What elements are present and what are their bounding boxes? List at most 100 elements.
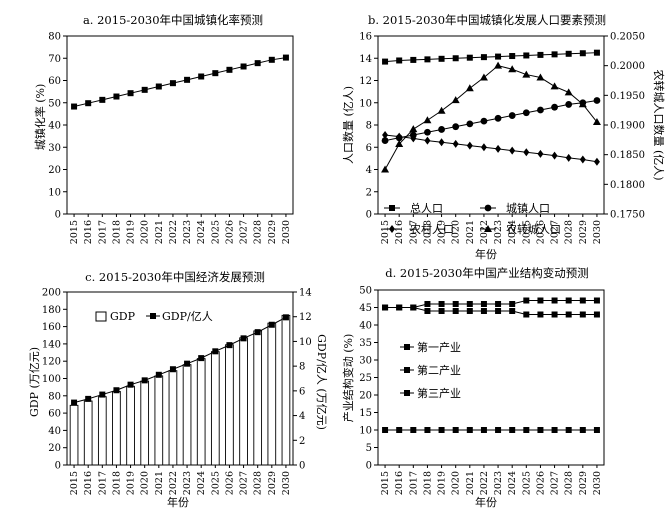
chart-d-x-tick-label: 2029 xyxy=(578,471,589,495)
chart-d-primary-industry-point xyxy=(396,427,403,433)
chart-a-title: a. 2015-2030年中国城镇化率预测 xyxy=(83,13,263,27)
chart-d-primary-industry-point xyxy=(565,427,572,433)
chart-b-x-tick-label: 2024 xyxy=(507,220,518,244)
chart-d-tertiary-industry-point xyxy=(565,297,572,304)
chart-c-gdp-per-capita-point xyxy=(71,399,78,406)
chart-c-gdp-per-capita-point xyxy=(254,329,261,336)
chart-d-tertiary-industry-point xyxy=(396,304,403,311)
chart-b-urban-population-point xyxy=(551,103,558,111)
chart-b-rural-population-point xyxy=(593,157,600,166)
chart-c-y2label: GDP/亿人 (万亿元) xyxy=(315,334,328,430)
chart-b-urban-population-point xyxy=(537,106,544,114)
chart-b-y2label: 农转城人口数量 (亿人) xyxy=(652,69,666,180)
chart-b-x-tick-label: 2029 xyxy=(578,220,589,244)
chart-a-x-tick-label: 2025 xyxy=(210,220,221,244)
chart-b-x-tick-label: 2027 xyxy=(550,220,561,244)
chart-c-y-tick-label: 180 xyxy=(42,305,61,316)
chart-b-urban-population-point xyxy=(424,128,431,136)
chart-c-y2-tick-label: 2 xyxy=(299,436,305,447)
chart-b-y-tick-label: 6 xyxy=(366,143,372,154)
chart-b-title: b. 2015-2030年中国城镇化发展人口要素预测 xyxy=(368,13,606,27)
chart-d-secondary-industry-point xyxy=(480,308,487,314)
chart-c-gdp-bar xyxy=(112,391,121,466)
chart-b-x-tick-label: 2017 xyxy=(408,220,419,244)
chart-a-urbanization-rate-point xyxy=(141,86,148,93)
chart-c-gdp-per-capita-point xyxy=(268,321,275,328)
chart-b-rural-population-point xyxy=(565,153,572,162)
chart-d-y-tick-label: 35 xyxy=(359,338,372,349)
chart-d-primary-industry-point xyxy=(509,427,516,433)
legend-d-primary-industry-marker xyxy=(404,344,410,350)
chart-b-x-tick-label: 2018 xyxy=(422,220,433,244)
chart-b-rural-population-point xyxy=(466,141,473,150)
chart-d-secondary-industry-point xyxy=(466,308,473,314)
chart-d-x-tick-label: 2021 xyxy=(465,471,476,495)
chart-d-primary-industry-point xyxy=(382,427,389,433)
chart-a-x-tick-label: 2019 xyxy=(126,220,137,244)
chart-b-y-tick-label: 0 xyxy=(366,210,372,221)
chart-b-rural-population-point xyxy=(424,136,431,145)
chart-c-x-tick-label: 2019 xyxy=(126,471,137,495)
chart-c-gdp-bar xyxy=(83,400,93,466)
chart-b-migrant-population-point xyxy=(395,139,404,147)
chart-b-y2-tick-label: 0.1850 xyxy=(610,150,645,161)
chart-d-ylabel: 产业结构变动 (%) xyxy=(341,334,355,423)
chart-d-x-tick-label: 2022 xyxy=(479,471,490,495)
chart-b-migrant-population-point xyxy=(522,70,531,78)
chart-d-x-tick-label: 2017 xyxy=(408,471,419,495)
chart-b-migrant-population-point xyxy=(578,100,587,108)
chart-d-primary-industry-point xyxy=(537,427,544,433)
chart-a-x-tick-label: 2015 xyxy=(69,220,80,244)
chart-a-x-tick-label: 2028 xyxy=(253,220,264,244)
chart-a-y-tick-label: 60 xyxy=(48,76,61,87)
chart-c-gdp-bar xyxy=(69,404,79,466)
chart-b-total-population-point xyxy=(565,50,572,57)
legend-b-rural-population-marker xyxy=(389,225,395,233)
chart-a-x-tick-label: 2018 xyxy=(111,220,122,244)
chart-a-urbanization-rate-point xyxy=(113,93,120,100)
chart-a-ylabel: 城镇化率 (%) xyxy=(33,84,47,151)
chart-b-migrant-population-point xyxy=(423,116,432,124)
chart-b-total-population-point xyxy=(537,51,544,58)
chart-b-y2-tick-label: 0.1950 xyxy=(610,91,645,102)
chart-b-urban-population-line xyxy=(384,100,598,142)
chart-a-x-tick-label: 2029 xyxy=(267,220,278,244)
chart-b-rural-population-point xyxy=(452,139,459,148)
chart-b-x-tick-label: 2025 xyxy=(521,220,532,244)
chart-a-x-tick-label: 2024 xyxy=(196,220,207,244)
chart-c-gdp-per-capita-line xyxy=(73,316,287,404)
chart-c-gdp-bar xyxy=(239,337,248,466)
chart-a-urbanization-rate-point xyxy=(155,83,162,90)
chart-a-y-tick-label: 50 xyxy=(48,98,61,109)
legend-b-total: 总人口 xyxy=(410,201,443,215)
chart-c-gdp-per-capita-point xyxy=(127,381,134,388)
chart-b-urban-population-point xyxy=(452,123,460,131)
chart-c-gdp-per-capita-point xyxy=(113,387,120,394)
chart-b-x-tick-label: 2023 xyxy=(493,220,504,244)
chart-a-urbanization-rate-line xyxy=(73,57,287,108)
chart-d-secondary-industry-line xyxy=(385,307,597,315)
chart-b-xlabel: 年份 xyxy=(475,247,497,261)
chart-a-urbanization-rate-point xyxy=(198,73,205,80)
chart-d-x-tick-label: 2027 xyxy=(550,471,561,495)
chart-b-x-tick-label: 2016 xyxy=(394,220,405,244)
chart-a-y-tick-label: 20 xyxy=(48,165,61,176)
legend-b-rural: 农村人口 xyxy=(410,222,454,236)
chart-c-gdp-bar xyxy=(253,330,263,466)
chart-b-y-tick-label: 16 xyxy=(359,32,372,43)
chart-b-migrant-population-point xyxy=(592,118,601,126)
chart-a-x-tick-label: 2021 xyxy=(154,220,165,244)
chart-d-y-tick-label: 5 xyxy=(366,443,372,454)
chart-a-urbanization-rate-point xyxy=(240,63,247,70)
chart-c-xlabel: 年份 xyxy=(167,495,189,509)
chart-d-y-tick-label: 45 xyxy=(359,303,372,314)
chart-d-primary-industry-point xyxy=(466,427,473,433)
chart-a-x-tick-label: 2023 xyxy=(182,220,193,244)
chart-c-x-tick-label: 2027 xyxy=(239,471,250,495)
chart-a-urbanization-rate-point xyxy=(127,90,134,97)
chart-b-migrant-population-point xyxy=(550,82,559,90)
chart-c-y-tick-label: 20 xyxy=(48,443,61,454)
chart-c-title: c. 2015-2030年中国经济发展预测 xyxy=(85,270,265,284)
chart-c-gdp-per-capita-point xyxy=(184,360,191,367)
